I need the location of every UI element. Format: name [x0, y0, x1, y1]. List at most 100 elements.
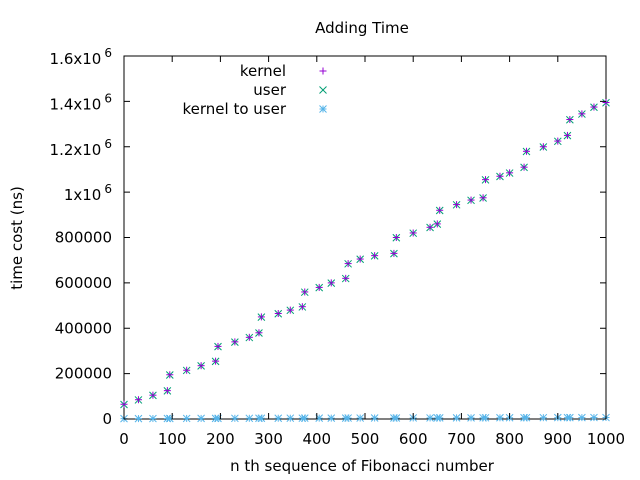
y-tick-base: 1.4x10: [50, 95, 102, 113]
data-point: [452, 414, 461, 422]
data-point: [554, 137, 562, 145]
data-point: [286, 414, 295, 423]
y-tick-label: 600000: [55, 274, 112, 292]
y-tick-label: 200000: [55, 365, 112, 383]
chart-title: Adding Time: [315, 19, 409, 37]
data-point: [392, 234, 400, 241]
data-point: [435, 414, 444, 422]
legend-marker: [319, 105, 327, 113]
y-tick-label: 1x10 6: [64, 182, 112, 204]
series-user: [120, 98, 610, 409]
y-tick-label: 0: [102, 410, 112, 428]
x-tick-label: 1000: [587, 430, 625, 448]
data-point: [482, 176, 489, 184]
legend-label: kernel to user: [183, 100, 287, 118]
data-point: [563, 131, 571, 139]
data-point: [467, 413, 475, 422]
y-tick-exponent: 6: [104, 46, 112, 60]
data-point: [578, 110, 586, 118]
data-point: [197, 362, 205, 370]
data-point: [496, 413, 504, 422]
data-point: [197, 414, 205, 423]
data-point: [481, 413, 490, 422]
data-point: [356, 255, 364, 263]
data-point: [370, 414, 379, 422]
data-point: [134, 414, 143, 423]
data-point: [301, 288, 309, 296]
data-point: [578, 413, 586, 422]
data-point: [166, 371, 174, 379]
y-tick-label: 400000: [55, 319, 112, 337]
data-point: [274, 310, 282, 318]
data-point: [520, 163, 528, 171]
data-point: [231, 414, 239, 423]
x-tick-label: 400: [302, 430, 331, 448]
data-point: [120, 400, 128, 408]
data-point: [149, 391, 157, 399]
x-tick-label: 200: [206, 430, 235, 448]
x-tick-label: 100: [158, 430, 187, 448]
data-point: [590, 413, 598, 422]
data-point: [565, 413, 574, 422]
data-point: [163, 387, 171, 395]
data-point: [522, 413, 531, 422]
y-tick-label: 1.4x10 6: [50, 91, 112, 113]
data-point: [300, 414, 309, 423]
x-tick-label: 0: [119, 430, 129, 448]
data-point: [245, 414, 254, 423]
legend-marker: [319, 86, 327, 94]
data-point: [602, 99, 610, 107]
data-point: [566, 116, 574, 124]
data-point: [539, 143, 547, 151]
data-point: [479, 194, 487, 202]
x-tick-label: 900: [543, 430, 572, 448]
legend-marker: [319, 67, 327, 75]
data-point: [392, 414, 401, 422]
data-point: [426, 223, 434, 231]
data-point: [149, 414, 157, 423]
data-point: [298, 303, 306, 311]
y-tick-label: 1.2x10 6: [50, 137, 112, 159]
data-marks: [120, 98, 610, 423]
y-tick-exponent: 6: [104, 137, 112, 151]
data-point: [506, 169, 514, 177]
data-point: [342, 274, 350, 282]
data-point: [344, 414, 352, 422]
y-tick-exponent: 6: [104, 91, 112, 105]
data-point: [390, 249, 398, 257]
data-point: [245, 333, 253, 341]
data-point: [231, 338, 239, 346]
axis-ticks: 0 100 200 300 400 500 600 700 800 900 1000 0 200000 4…: [50, 46, 626, 448]
data-point: [426, 414, 434, 422]
y-tick-base: 1x10: [64, 186, 102, 204]
data-point: [214, 342, 222, 350]
data-point: [467, 196, 475, 204]
data-point: [327, 279, 335, 287]
x-tick-label: 300: [254, 430, 283, 448]
data-point: [257, 313, 265, 321]
data-point: [327, 414, 336, 422]
x-tick-label: 700: [447, 430, 476, 448]
x-axis-label: n th sequence of Fibonacci number: [230, 457, 495, 475]
data-point: [344, 260, 352, 268]
data-point: [453, 201, 461, 209]
data-point: [182, 414, 191, 423]
data-point: [315, 283, 323, 291]
y-tick-base: 1.2x10: [50, 141, 102, 159]
data-point: [134, 396, 142, 404]
data-point: [286, 306, 294, 314]
data-point: [522, 147, 530, 155]
y-axis-label: time cost (ns): [8, 186, 26, 290]
x-tick-label: 800: [495, 430, 524, 448]
data-point: [183, 366, 191, 374]
data-point: [257, 414, 266, 423]
data-point: [371, 252, 379, 260]
data-point: [496, 172, 504, 180]
data-point: [255, 329, 263, 337]
y-tick-exponent: 6: [104, 182, 112, 196]
data-point: [539, 413, 548, 422]
data-point: [433, 220, 441, 228]
x-tick-label: 600: [399, 430, 428, 448]
